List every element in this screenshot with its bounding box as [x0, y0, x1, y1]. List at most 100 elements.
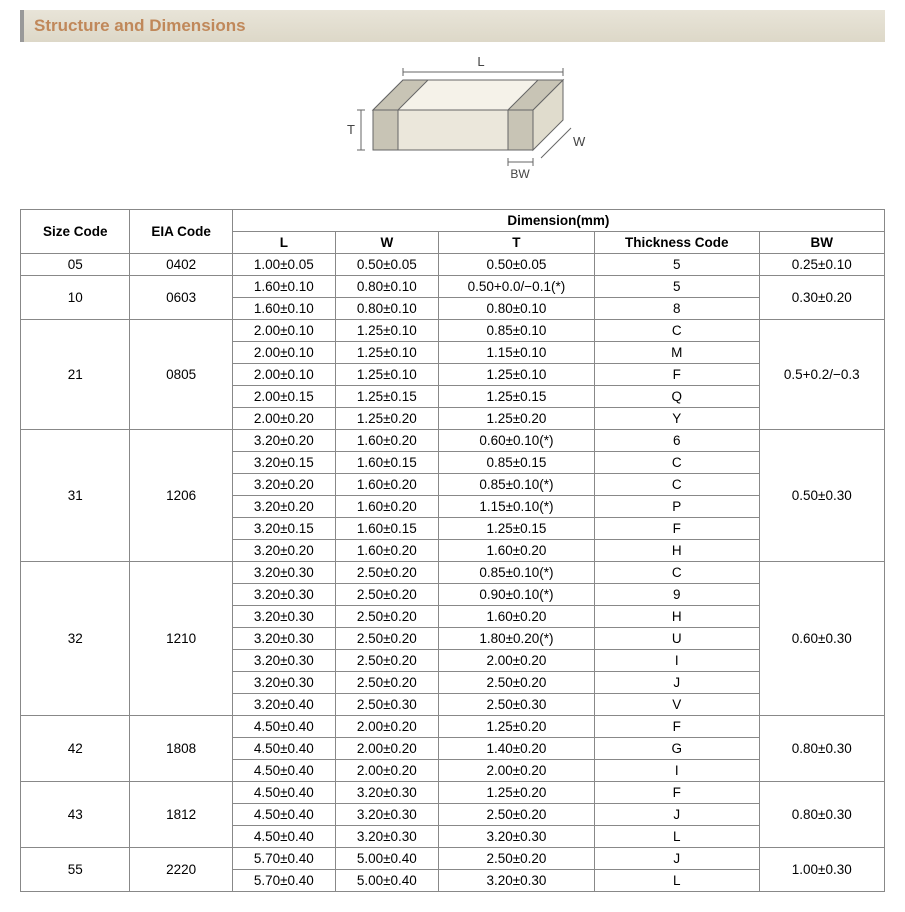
- cell-T: 2.50±0.20: [438, 804, 594, 826]
- th-w: W: [335, 232, 438, 254]
- cell-T: 2.50±0.20: [438, 672, 594, 694]
- cell-tc: M: [594, 342, 759, 364]
- cell-W: 1.60±0.20: [335, 430, 438, 452]
- cell-T: 0.90±0.10(*): [438, 584, 594, 606]
- cell-tc: 5: [594, 276, 759, 298]
- cell-T: 2.00±0.20: [438, 760, 594, 782]
- cell-size-code: 43: [21, 782, 130, 848]
- cell-W: 2.00±0.20: [335, 716, 438, 738]
- cell-W: 1.60±0.15: [335, 518, 438, 540]
- cell-L: 4.50±0.40: [232, 826, 335, 848]
- cell-W: 2.00±0.20: [335, 760, 438, 782]
- table-row: 2108052.00±0.101.25±0.100.85±0.10C0.5+0.…: [21, 320, 885, 342]
- cell-T: 1.25±0.20: [438, 782, 594, 804]
- table-row: 0504021.00±0.050.50±0.050.50±0.0550.25±0…: [21, 254, 885, 276]
- cell-eia-code: 0805: [130, 320, 232, 430]
- cell-tc: F: [594, 716, 759, 738]
- cell-tc: F: [594, 364, 759, 386]
- cell-W: 1.60±0.20: [335, 474, 438, 496]
- th-dimension: Dimension(mm): [232, 210, 884, 232]
- table-row: 4218084.50±0.402.00±0.201.25±0.20F0.80±0…: [21, 716, 885, 738]
- cell-T: 3.20±0.30: [438, 826, 594, 848]
- cell-W: 1.25±0.10: [335, 320, 438, 342]
- cell-T: 0.80±0.10: [438, 298, 594, 320]
- cell-T: 1.25±0.15: [438, 518, 594, 540]
- table-row: 5522205.70±0.405.00±0.402.50±0.20J1.00±0…: [21, 848, 885, 870]
- cell-bw: 0.25±0.10: [759, 254, 884, 276]
- cell-W: 0.80±0.10: [335, 298, 438, 320]
- cell-T: 2.50±0.20: [438, 848, 594, 870]
- cell-T: 2.50±0.30: [438, 694, 594, 716]
- cell-L: 3.20±0.15: [232, 518, 335, 540]
- cell-T: 1.60±0.20: [438, 606, 594, 628]
- cell-W: 3.20±0.30: [335, 782, 438, 804]
- cell-T: 1.25±0.20: [438, 408, 594, 430]
- label-BW: BW: [510, 167, 530, 181]
- cell-W: 2.50±0.20: [335, 650, 438, 672]
- cell-L: 3.20±0.30: [232, 562, 335, 584]
- cell-T: 0.85±0.10(*): [438, 474, 594, 496]
- cell-T: 0.60±0.10(*): [438, 430, 594, 452]
- th-eia-code: EIA Code: [130, 210, 232, 254]
- cell-tc: L: [594, 870, 759, 892]
- cell-tc: C: [594, 474, 759, 496]
- cell-W: 5.00±0.40: [335, 870, 438, 892]
- cell-T: 0.50±0.05: [438, 254, 594, 276]
- section-header: Structure and Dimensions: [20, 10, 885, 42]
- cell-bw: 0.30±0.20: [759, 276, 884, 320]
- cell-bw: 1.00±0.30: [759, 848, 884, 892]
- th-size-code: Size Code: [21, 210, 130, 254]
- cell-T: 1.60±0.20: [438, 540, 594, 562]
- cell-eia-code: 1808: [130, 716, 232, 782]
- diagram-container: L T W BW: [0, 42, 905, 209]
- cell-eia-code: 0402: [130, 254, 232, 276]
- cell-W: 1.25±0.15: [335, 386, 438, 408]
- cell-tc: 6: [594, 430, 759, 452]
- cell-W: 3.20±0.30: [335, 826, 438, 848]
- cell-bw: 0.60±0.30: [759, 562, 884, 716]
- cell-tc: F: [594, 782, 759, 804]
- cell-size-code: 55: [21, 848, 130, 892]
- cell-L: 4.50±0.40: [232, 716, 335, 738]
- cell-W: 2.00±0.20: [335, 738, 438, 760]
- cell-W: 1.60±0.15: [335, 452, 438, 474]
- cell-tc: 5: [594, 254, 759, 276]
- cell-W: 2.50±0.20: [335, 628, 438, 650]
- cell-L: 4.50±0.40: [232, 738, 335, 760]
- cell-L: 1.00±0.05: [232, 254, 335, 276]
- cell-W: 0.80±0.10: [335, 276, 438, 298]
- cell-W: 1.60±0.20: [335, 540, 438, 562]
- cell-W: 1.60±0.20: [335, 496, 438, 518]
- cell-W: 1.25±0.10: [335, 364, 438, 386]
- cell-W: 3.20±0.30: [335, 804, 438, 826]
- cell-L: 3.20±0.20: [232, 474, 335, 496]
- cell-L: 4.50±0.40: [232, 760, 335, 782]
- th-bw: BW: [759, 232, 884, 254]
- cell-W: 5.00±0.40: [335, 848, 438, 870]
- cell-L: 2.00±0.10: [232, 364, 335, 386]
- cell-W: 2.50±0.20: [335, 562, 438, 584]
- cell-L: 3.20±0.30: [232, 672, 335, 694]
- cell-tc: J: [594, 672, 759, 694]
- cell-L: 3.20±0.30: [232, 584, 335, 606]
- th-thickness-code: Thickness Code: [594, 232, 759, 254]
- cell-T: 0.85±0.10(*): [438, 562, 594, 584]
- th-t: T: [438, 232, 594, 254]
- cell-L: 4.50±0.40: [232, 804, 335, 826]
- cell-tc: 9: [594, 584, 759, 606]
- cell-L: 3.20±0.20: [232, 496, 335, 518]
- cell-L: 4.50±0.40: [232, 782, 335, 804]
- cell-T: 1.25±0.15: [438, 386, 594, 408]
- cell-L: 2.00±0.10: [232, 342, 335, 364]
- cell-tc: V: [594, 694, 759, 716]
- cell-T: 1.25±0.20: [438, 716, 594, 738]
- cell-W: 1.25±0.20: [335, 408, 438, 430]
- cell-L: 3.20±0.20: [232, 430, 335, 452]
- cell-tc: C: [594, 320, 759, 342]
- cell-tc: L: [594, 826, 759, 848]
- cell-T: 0.50+0.0/−0.1(*): [438, 276, 594, 298]
- cell-tc: C: [594, 452, 759, 474]
- cell-T: 1.25±0.10: [438, 364, 594, 386]
- cell-L: 2.00±0.20: [232, 408, 335, 430]
- cell-W: 2.50±0.20: [335, 606, 438, 628]
